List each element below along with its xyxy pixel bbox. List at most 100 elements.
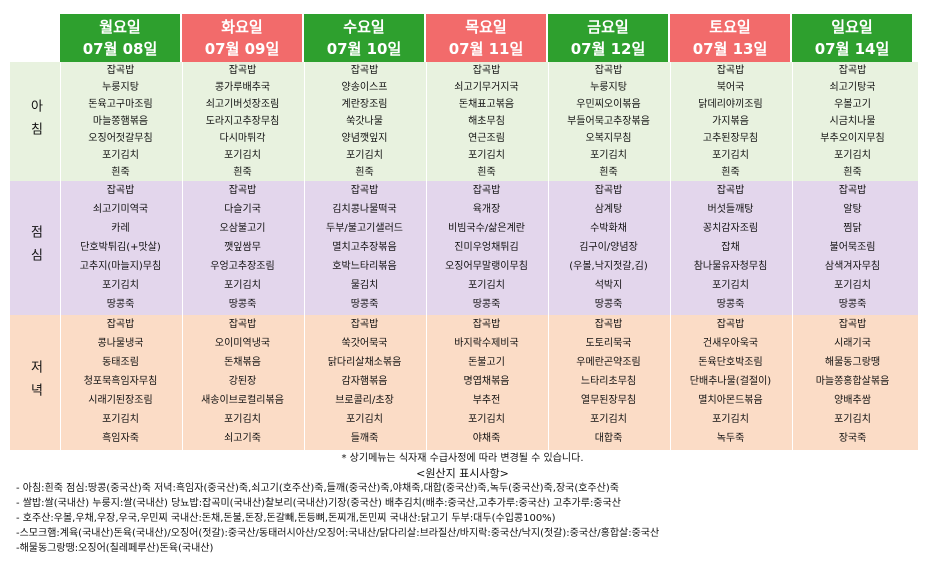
menu-item: 포기김치 [102, 150, 139, 161]
menu-item: 닭데리야끼조림 [698, 99, 763, 110]
menu-item: 포기김치 [346, 150, 383, 161]
menu-item: 포기김치 [468, 280, 505, 291]
menu-cell: 잡곡밥 콩나물냉국 동태조림 청포묵흑임자무침 시래기된장조림 포기김치 흑임자죽 [60, 315, 180, 450]
menu-item: 석박지 [594, 280, 623, 291]
menu-item: 북어국 [716, 82, 745, 93]
menu-list: 잡곡밥 콩나물냉국 동태조림 청포묵흑임자무침 시래기된장조림 포기김치 흑임자죽 [61, 315, 180, 448]
menu-item: 잡곡밥 [594, 319, 623, 330]
menu-item: 깻잎쌈무 [224, 242, 261, 253]
menu-item: 녹두죽 [716, 433, 745, 444]
menu-item: 새송이브로컬리볶음 [201, 395, 284, 406]
menu-list: 잡곡밥 콩가루배추국 쇠고기버섯장조림 도라지고추장무침 다시마튀각 포기김치 흰죽 [183, 62, 302, 181]
menu-cell: 잡곡밥 쇠고기탕국 우볼고기 시금치나물 부추오이지무침 포기김치 흰죽 [792, 62, 912, 181]
menu-list: 잡곡밥 김치콩나물떡국 두부/불고기샐러드 멸치고추장볶음 호박느타리볶음 물김치 땅콩죽 [305, 181, 424, 314]
menu-item: 호박느타리볶음 [332, 261, 397, 272]
menu-item: 잡곡밥 [838, 319, 867, 330]
meal-row: 점심 잡곡밥 쇠고기미역국 카레 단호박튀김(+맛살) 고추지(마늘지)무침 포기김치 땅콩죽… [10, 181, 918, 315]
day-name: 일요일 [831, 18, 873, 36]
menu-item: 쇠고기버섯장조림 [205, 99, 280, 110]
menu-cell: 잡곡밥 삼계탕 수박화채 김구이/양념장 (우볼,낙지젓갈,김) 석박지 땅콩죽 [548, 181, 668, 315]
menu-item: 가지볶음 [712, 116, 749, 127]
menu-item: 잡곡밥 [838, 65, 867, 76]
menu-item: 쇠고기무거지국 [454, 82, 519, 93]
menu-item: 양배추쌈 [834, 395, 871, 406]
menu-item: 흰죽 [355, 167, 374, 178]
menu-cell: 잡곡밥 바지락수제비국 돈불고기 명엽채볶음 부추전 포기김치 야채죽 [426, 315, 546, 450]
day-date: 07월 12일 [570, 40, 646, 58]
menu-item: 땅콩죽 [228, 299, 257, 310]
day-date: 07월 08일 [82, 40, 158, 58]
menu-cell: 잡곡밥 양송이스프 계란장조림 쑥갓나물 양념깻잎지 포기김치 흰죽 [304, 62, 424, 181]
menu-item: 찜닭 [843, 223, 862, 234]
menu-item: 잡곡밥 [228, 65, 257, 76]
menu-item: 돈불고기 [468, 357, 505, 368]
menu-item: 흰죽 [721, 167, 740, 178]
meal-label: 저녁 [27, 359, 43, 406]
menu-item: 부추오이지무침 [820, 133, 885, 144]
menu-item: 불어묵조림 [829, 242, 876, 253]
menu-item: 물김치 [350, 280, 379, 291]
day-header: 월요일 07월 08일 [60, 14, 180, 62]
day-header: 일요일 07월 14일 [792, 14, 912, 62]
menu-item: 쇠고기탕국 [829, 82, 876, 93]
day-date: 07월 14일 [814, 40, 890, 58]
menu-item: 우엉고추장조림 [210, 261, 275, 272]
menu-item: 누룽지탕 [102, 82, 139, 93]
menu-item: 쑥갓어묵국 [341, 338, 388, 349]
menu-cell: 잡곡밥 오이미역냉국 돈채볶음 강된장 새송이브로컬리볶음 포기김치 쇠고기죽 [182, 315, 302, 450]
menu-item: 다시마튀각 [219, 133, 266, 144]
menu-item: 양념깻잎지 [341, 133, 388, 144]
menu-cell: 잡곡밥 버섯들깨탕 꽁치감자조림 잡채 참나물유자청무침 포기김치 땅콩죽 [670, 181, 790, 315]
menu-item: 비빔국수/삶은계란 [448, 223, 525, 234]
day-date: 07월 13일 [692, 40, 768, 58]
day-header: 토요일 07월 13일 [670, 14, 790, 62]
menu-cell: 잡곡밥 도토리묵국 우메란곤약조림 느타리초무침 열무된장무침 포기김치 대합죽 [548, 315, 668, 450]
menu-item: 해물동그랑땡 [824, 357, 881, 368]
menu-item: 포기김치 [224, 150, 261, 161]
menu-item: 잡곡밥 [228, 185, 257, 196]
menu-list: 잡곡밥 시래기국 해물동그랑땡 마늘쫑홍합살볶음 양배추쌈 포기김치 장국죽 [793, 315, 912, 448]
notes-section: * 상기메뉴는 식자재 수급사정에 따라 변경될 수 있습니다. <원산지 표시… [10, 452, 915, 556]
menu-item: 잡곡밥 [594, 65, 623, 76]
menu-item: 땅콩죽 [716, 299, 745, 310]
menu-item: 잡곡밥 [838, 185, 867, 196]
menu-item: 포기김치 [712, 280, 749, 291]
menu-item: 땅콩죽 [106, 299, 135, 310]
menu-item: 마늘쫑햄볶음 [92, 116, 149, 127]
menu-item: 대합죽 [594, 433, 623, 444]
menu-cell: 잡곡밥 건새우아욱국 돈육단호박조림 단배추나물(걸절이) 멸치아몬드볶음 포기김치 녹두죽 [670, 315, 790, 450]
menu-item: 양송이스프 [341, 82, 388, 93]
menu-item: 땅콩죽 [472, 299, 501, 310]
menu-cell: 잡곡밥 쇠고기무거지국 돈채표고볶음 해초무침 연근조림 포기김치 흰죽 [426, 62, 546, 181]
meal-label: 점심 [27, 225, 43, 271]
menu-item: 돈육고구마조림 [88, 99, 153, 110]
menu-item: 포기김치 [834, 150, 871, 161]
menu-list: 잡곡밥 오이미역냉국 돈채볶음 강된장 새송이브로컬리볶음 포기김치 쇠고기죽 [183, 315, 302, 448]
menu-item: 오복지무침 [585, 133, 632, 144]
meal-row: 아침 잡곡밥 누룽지탕 돈육고구마조림 마늘쫑햄볶음 오징어젓갈무침 포기김치 흰죽 잡곡밥 콩가… [10, 62, 918, 181]
meal-label: 아침 [27, 98, 43, 145]
menu-item: 김치콩나물떡국 [332, 204, 397, 215]
menu-item: 우볼고기 [834, 99, 871, 110]
menu-item: 흰죽 [477, 167, 496, 178]
menu-item: 잡곡밥 [350, 65, 379, 76]
menu-item: 해초무침 [468, 116, 505, 127]
menu-item: 단호박튀김(+맛살) [80, 242, 161, 253]
menu-item: 다슬기국 [224, 204, 261, 215]
menu-item: 명엽채볶음 [463, 376, 510, 387]
menu-item: 잡곡밥 [350, 185, 379, 196]
menu-item: 부추전 [472, 395, 501, 406]
menu-item: 쇠고기죽 [224, 433, 261, 444]
menu-item: 포기김치 [224, 414, 261, 425]
menu-item: 들깨죽 [350, 433, 379, 444]
menu-item: 포기김치 [590, 414, 627, 425]
menu-cell: 잡곡밥 다슬기국 오삼불고기 깻잎쌈무 우엉고추장조림 포기김치 땅콩죽 [182, 181, 302, 315]
menu-item: 장국죽 [838, 433, 867, 444]
day-name: 수요일 [343, 18, 385, 36]
menu-item: 땅콩죽 [350, 299, 379, 310]
day-header: 목요일 07월 11일 [426, 14, 546, 62]
menu-item: 우메란곤약조림 [576, 357, 641, 368]
menu-item: 카레 [111, 223, 130, 234]
menu-item: 고추지(마늘지)무침 [79, 261, 162, 272]
day-name: 목요일 [465, 18, 507, 36]
